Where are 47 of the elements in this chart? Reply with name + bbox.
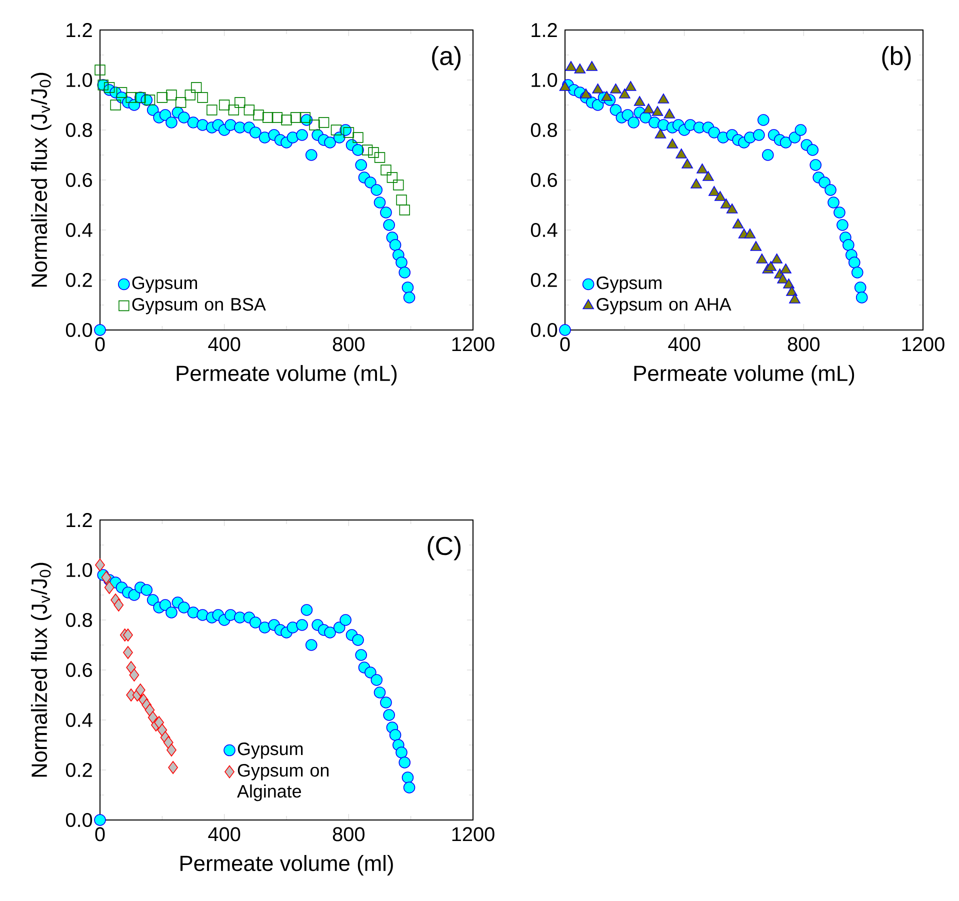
x-tick-label: 800	[332, 337, 364, 352]
x-tick-label: 800	[788, 337, 820, 352]
y-tick-label: 0.2	[66, 762, 92, 778]
y-tick-label: 0.8	[66, 122, 92, 138]
y-tick-label: 0.6	[66, 172, 92, 188]
annotation: (C)	[428, 536, 461, 560]
y-tick-label: 0.2	[66, 272, 92, 288]
legend-label: Gypsum	[132, 276, 197, 293]
y-tick-label: 1.2	[532, 23, 557, 37]
legend-label: Gypsum	[596, 276, 662, 293]
y-tick-label: 1.0	[532, 72, 558, 88]
legend-label: Gypsum on Alginate	[237, 764, 329, 802]
x-tick-label: 1200	[452, 337, 494, 352]
annotation: (b)	[882, 46, 911, 70]
y-tick-label: 1.0	[66, 562, 92, 578]
y-tick-label: 0.8	[66, 612, 92, 628]
y-tick-label: 0.0	[530, 322, 558, 338]
x-tick-label: 400	[208, 337, 240, 352]
x-tick-label: 0	[560, 337, 570, 352]
y-tick-label: 0.8	[530, 122, 558, 138]
x-tick-label: 400	[208, 827, 240, 842]
x-tick-label: 1200	[902, 337, 944, 352]
y-tick-label: 1.0	[66, 72, 92, 88]
annotation: (a)	[432, 46, 461, 70]
x-axis-title: Permeate volume (mL)	[634, 365, 854, 386]
y-tick-label: 0.6	[66, 662, 92, 678]
y-tick-label: 0.0	[66, 812, 92, 828]
legend-label: Gypsum	[238, 742, 303, 759]
y-tick-label: 0.4	[66, 222, 92, 238]
y-tick-label: 0.4	[66, 712, 92, 728]
x-axis-title: Permeate volume (mL)	[176, 365, 397, 386]
x-tick-label: 0	[95, 827, 105, 842]
x-tick-label: 1200	[452, 827, 494, 842]
y-tick-label: 0.6	[530, 172, 557, 188]
y-tick-label: 1.2	[66, 513, 92, 527]
x-tick-label: 800	[332, 827, 364, 842]
y-tick-label: 0.2	[530, 272, 557, 288]
y-tick-label: 0.4	[530, 222, 558, 238]
y-axis-title: Normalized flux (J$_{v}$/J$_{0}$)	[30, 562, 52, 777]
x-tick-label: 400	[668, 337, 700, 352]
y-tick-label: 0.0	[66, 322, 92, 338]
y-axis-title: Normalized flux (J$_{v}$/J$_{0}$)	[30, 72, 52, 287]
x-axis-title: Permeate volume (ml)	[180, 855, 393, 876]
x-tick-label: 0	[95, 337, 105, 352]
legend-label: Gypsum on AHA	[596, 298, 732, 314]
legend-label: Gypsum on BSA	[132, 298, 266, 314]
y-tick-label: 1.2	[66, 23, 92, 37]
